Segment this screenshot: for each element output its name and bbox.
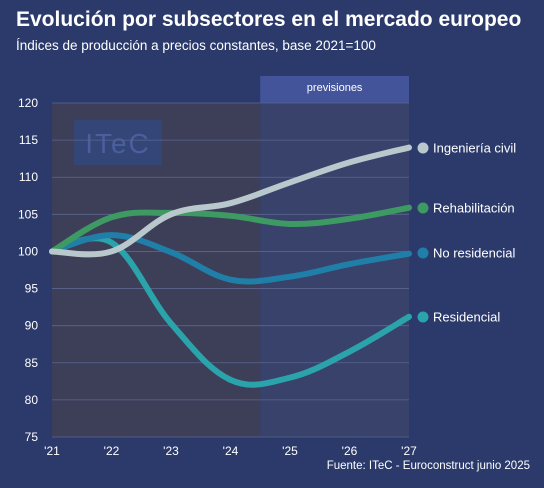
y-tick-label: 105 [18,207,38,221]
y-tick-label: 80 [25,393,39,407]
y-tick-label: 100 [18,244,38,258]
x-tick-label: '27 [401,444,417,458]
forecast-header [260,76,409,103]
series-line-ingenieria-civil [49,144,412,258]
itec-logo-text: ITeC [85,128,151,159]
y-tick-label: 75 [25,430,39,444]
series-line-rehabilitacion [49,204,412,255]
source-note: Fuente: ITeC - Euroconstruct junio 2025 [326,460,530,472]
y-tick-label: 85 [25,356,39,370]
legend-marker-residencial [417,311,429,323]
forecast-label: previsiones [307,82,363,94]
y-tick-label: 110 [19,170,38,184]
legend-label-residencial: Residencial [433,310,500,325]
legend-marker-no-residencial [417,247,429,259]
x-tick-label: '26 [342,444,358,458]
legend-label-ingenieria-civil: Ingeniería civil [433,141,516,156]
x-tick-label: '24 [223,444,239,458]
legend-marker-rehabilitacion [417,202,429,214]
itec-logo [74,120,162,165]
chart-title: Evolución por subsectores en el mercado … [16,8,522,31]
y-tick-label: 90 [25,319,39,333]
series-line-no-residencial [49,232,412,285]
x-tick-label: '22 [104,444,120,458]
legend-label-no-residencial: No residencial [433,246,515,261]
series-line-residencial [49,235,412,388]
legend-label-rehabilitacion: Rehabilitación [433,201,515,216]
x-tick-label: '21 [44,444,60,458]
x-tick-label: '25 [282,444,298,458]
y-tick-label: 95 [25,282,39,296]
chart-subtitle: Índices de producción a precios constant… [16,38,376,53]
x-tick-label: '23 [163,444,179,458]
y-tick-label: 115 [19,133,38,147]
y-tick-label: 120 [18,96,38,110]
legend-marker-ingenieria-civil [417,142,429,154]
